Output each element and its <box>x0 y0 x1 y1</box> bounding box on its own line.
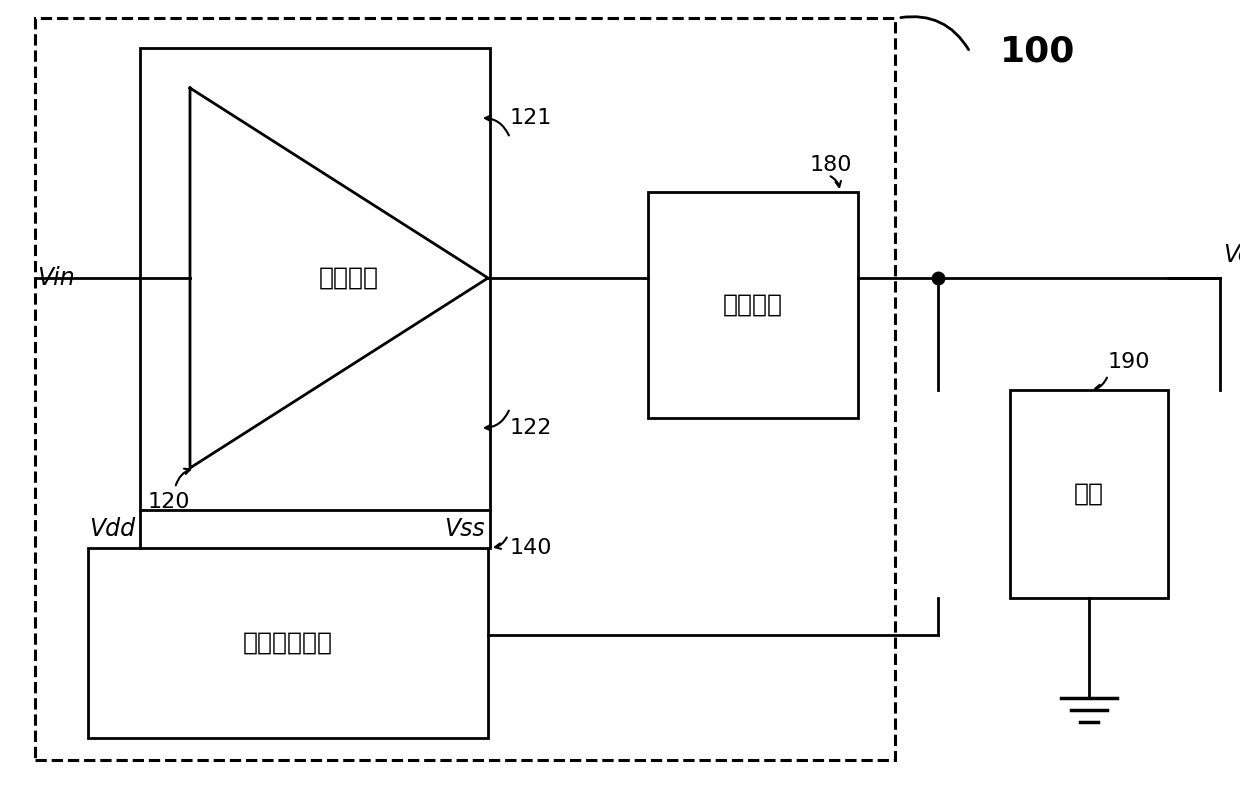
Text: 负载: 负载 <box>1074 482 1104 506</box>
Text: 140: 140 <box>510 538 553 558</box>
Text: Vout: Vout <box>1223 243 1240 267</box>
Text: 121: 121 <box>510 108 552 128</box>
Text: 122: 122 <box>510 418 552 438</box>
Bar <box>649 192 858 418</box>
Text: 放大电路: 放大电路 <box>319 266 379 290</box>
Bar <box>1011 390 1168 598</box>
Bar <box>88 548 489 738</box>
Text: 180: 180 <box>810 155 853 175</box>
Bar <box>35 18 895 760</box>
Text: 电压调整电路: 电压调整电路 <box>243 631 334 655</box>
Text: 阻抗电路: 阻抗电路 <box>723 293 782 317</box>
Bar <box>140 48 490 510</box>
Text: Vin: Vin <box>37 266 74 290</box>
Text: 120: 120 <box>148 492 191 512</box>
Text: 190: 190 <box>1109 352 1151 372</box>
Text: Vss: Vss <box>444 517 485 541</box>
Text: Vdd: Vdd <box>89 517 135 541</box>
Text: 100: 100 <box>999 35 1075 69</box>
